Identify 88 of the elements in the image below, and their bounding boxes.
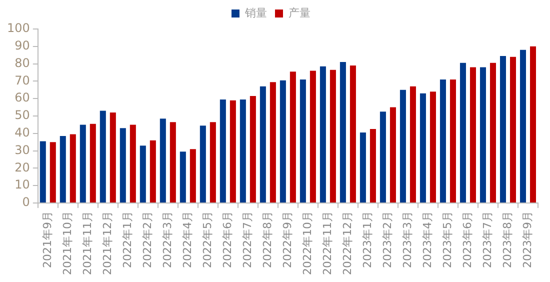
bar <box>310 70 316 203</box>
x-tick-label: 2023年9月 <box>520 211 534 268</box>
x-tick-label: 2022年12月 <box>340 211 354 276</box>
bar <box>350 66 356 203</box>
x-tick-label: 2022年6月 <box>220 211 234 268</box>
bar <box>300 79 306 203</box>
y-tick-label: 10 <box>14 178 30 192</box>
x-tick-label: 2023年5月 <box>440 211 454 268</box>
y-tick-label: 40 <box>14 126 30 140</box>
y-tick-label: 20 <box>14 160 30 174</box>
x-tick-label: 2023年3月 <box>400 211 414 268</box>
bar <box>180 152 186 203</box>
bar <box>410 86 416 203</box>
x-tick-label: 2022年1月 <box>120 211 134 268</box>
bar <box>170 122 176 203</box>
x-tick-label: 2023年6月 <box>460 211 474 268</box>
bar <box>320 66 326 203</box>
bar <box>150 140 156 203</box>
bar <box>190 149 196 203</box>
bar <box>110 112 116 203</box>
bar <box>420 93 426 203</box>
y-tick-label: 100 <box>7 21 30 36</box>
bar <box>380 112 386 203</box>
bar <box>160 118 166 203</box>
y-tick-label: 60 <box>14 90 30 105</box>
bar <box>90 124 96 203</box>
x-tick-label: 2022年9月 <box>280 211 294 268</box>
bar <box>360 132 366 203</box>
x-tick-label: 2022年8月 <box>260 211 274 268</box>
bar <box>470 67 476 203</box>
bar <box>460 62 466 203</box>
bar <box>450 79 456 203</box>
bar <box>200 126 206 203</box>
bar <box>220 99 226 203</box>
x-tick-label: 2022年10月 <box>300 211 314 276</box>
bar <box>330 70 336 203</box>
bar <box>290 72 296 203</box>
x-tick-label: 2022年3月 <box>160 211 174 268</box>
x-tick-label: 2023年2月 <box>380 211 394 268</box>
bar <box>70 134 76 203</box>
bar <box>280 80 286 203</box>
bar <box>430 92 436 203</box>
x-tick-label: 2022年5月 <box>200 211 214 268</box>
y-tick-label: 50 <box>14 108 30 122</box>
bar <box>510 56 516 203</box>
y-tick-label: 30 <box>14 142 30 157</box>
x-tick-label: 2021年11月 <box>80 211 94 276</box>
bar <box>500 56 506 203</box>
bar <box>390 107 396 203</box>
bar <box>490 62 496 203</box>
bar <box>260 86 266 203</box>
x-tick-label: 2022年11月 <box>320 211 334 276</box>
bar <box>130 124 136 203</box>
y-tick-label: 70 <box>14 73 30 88</box>
x-tick-label: 2022年2月 <box>140 211 154 268</box>
bar <box>120 128 126 203</box>
x-tick-label: 2021年9月 <box>40 211 54 268</box>
bar <box>230 100 236 203</box>
bar <box>240 99 246 203</box>
bar <box>270 82 276 203</box>
legend-label: 产量 <box>288 6 310 20</box>
x-tick-label: 2022年7月 <box>240 211 254 268</box>
bar <box>60 136 66 203</box>
y-tick-label: 0 <box>22 195 30 210</box>
x-tick-label: 2022年4月 <box>180 211 194 268</box>
y-tick-label: 90 <box>14 38 30 53</box>
bar <box>530 46 536 203</box>
legend-label: 销量 <box>244 6 267 20</box>
x-tick-label: 2021年10月 <box>60 211 74 276</box>
bar <box>520 50 526 203</box>
x-tick-label: 2023年1月 <box>360 211 374 268</box>
bar <box>370 129 376 203</box>
bar <box>340 62 346 203</box>
x-tick-label: 2023年7月 <box>480 211 494 268</box>
bar <box>140 146 146 203</box>
bar <box>50 142 56 203</box>
x-tick-label: 2023年4月 <box>420 211 434 268</box>
x-tick-label: 2021年12月 <box>100 211 114 276</box>
bar <box>100 110 106 203</box>
bar <box>40 141 46 203</box>
bar <box>210 122 216 203</box>
bar <box>80 124 86 203</box>
y-tick-label: 80 <box>14 56 30 70</box>
x-tick-label: 2023年8月 <box>500 211 514 268</box>
bar <box>250 96 256 203</box>
bar <box>400 90 406 203</box>
bar <box>440 79 446 203</box>
bar <box>480 67 486 203</box>
